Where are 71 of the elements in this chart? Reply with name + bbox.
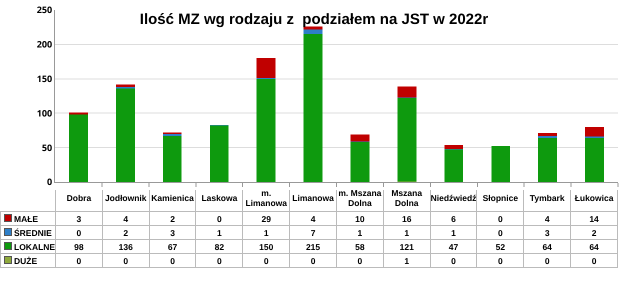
y-tick-label: 250 [36, 3, 52, 16]
legend-label: MAŁE [0, 212, 56, 226]
data-label: 0 [196, 254, 243, 268]
data-label: 58 [336, 240, 384, 254]
data-label: 4 [102, 212, 150, 226]
x-tick-label: Niedźwiedź [430, 184, 477, 212]
data-label: 0 [102, 254, 150, 268]
data-label: 1 [196, 226, 243, 240]
x-tick-label: Limanowa [290, 184, 336, 212]
y-tick-label: 100 [36, 106, 52, 120]
data-label: 1 [336, 226, 384, 240]
y-tick-label: 200 [36, 38, 52, 51]
data-label: 14 [570, 212, 618, 226]
data-label: 0 [56, 254, 102, 268]
data-label: 0 [56, 226, 102, 240]
data-label: 1 [242, 226, 290, 240]
data-label: 0 [570, 254, 618, 268]
data-label: 0 [149, 254, 196, 268]
x-tick-label: m. Mszana Dolna [336, 184, 384, 212]
x-tick-label: Tymbark [524, 184, 571, 212]
data-label: 0 [336, 254, 384, 268]
data-label: 67 [149, 240, 196, 254]
data-label: 0 [242, 254, 290, 268]
data-label: 10 [336, 212, 384, 226]
data-label: 215 [290, 240, 336, 254]
data-label: 0 [524, 254, 571, 268]
data-label: 64 [524, 240, 571, 254]
data-label: 136 [102, 240, 150, 254]
data-label: 7 [290, 226, 336, 240]
legend-label: ŚREDNIE [0, 226, 56, 240]
data-label: 47 [430, 240, 477, 254]
data-label: 0 [290, 254, 336, 268]
data-label: 121 [383, 240, 430, 254]
data-label: 29 [242, 212, 290, 226]
x-tick-label: Łukowica [570, 184, 618, 212]
legend-label: DUŻE [0, 254, 56, 268]
x-tick-label: Słopnice [476, 184, 524, 212]
x-tick-label: Laskowa [196, 184, 243, 212]
data-label: 3 [56, 212, 102, 226]
data-label: 64 [570, 240, 618, 254]
data-label: 4 [290, 212, 336, 226]
data-label: 16 [383, 212, 430, 226]
data-label: 2 [102, 226, 150, 240]
data-label: 0 [196, 212, 243, 226]
y-tick-label: 50 [42, 140, 52, 154]
y-tick-label: 0 [47, 175, 52, 188]
data-label: 6 [430, 212, 477, 226]
x-tick-label: Mszana Dolna [383, 184, 430, 212]
data-label: 3 [524, 226, 571, 240]
data-label: 150 [242, 240, 290, 254]
data-label: 98 [56, 240, 102, 254]
data-label: 1 [383, 254, 430, 268]
data-label: 1 [383, 226, 430, 240]
data-label: 3 [149, 226, 196, 240]
x-tick-label: m. Limanowa [242, 184, 290, 212]
legend-label: LOKALNE [0, 240, 56, 254]
data-label: 2 [149, 212, 196, 226]
x-tick-label: Dobra [56, 184, 102, 212]
x-tick-label: Jodłownik [102, 184, 150, 212]
chart-title: Ilość MZ wg rodzaju z podziałem na JST w 2022r [140, 10, 488, 28]
data-label: 1 [430, 226, 477, 240]
data-label: 4 [524, 212, 571, 226]
data-label: 0 [476, 212, 524, 226]
data-label: 52 [476, 240, 524, 254]
data-label: 0 [476, 226, 524, 240]
data-label: 2 [570, 226, 618, 240]
data-label: 82 [196, 240, 243, 254]
y-tick-label: 150 [36, 72, 52, 85]
data-label: 0 [476, 254, 524, 268]
x-tick-label: Kamienica [149, 184, 196, 212]
data-label: 0 [430, 254, 477, 268]
